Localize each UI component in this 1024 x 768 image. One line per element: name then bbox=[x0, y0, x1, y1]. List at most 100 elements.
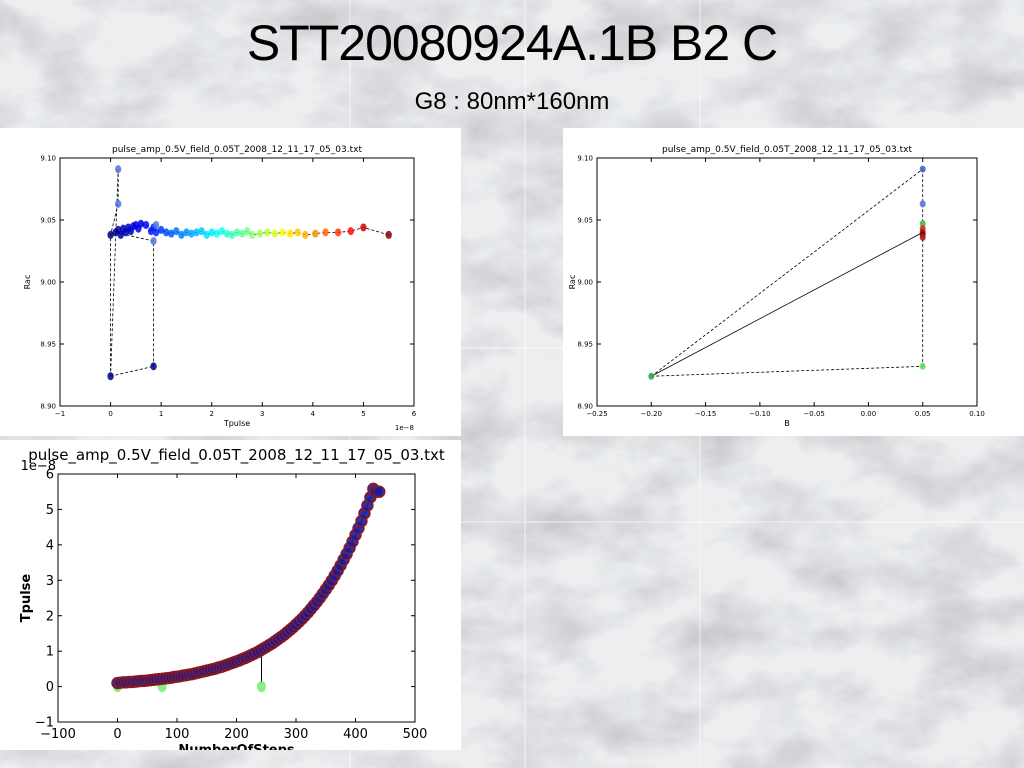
data-point bbox=[233, 228, 241, 237]
data-point bbox=[264, 228, 271, 237]
data-point bbox=[279, 228, 286, 237]
connecting-line bbox=[651, 365, 923, 377]
chart-title: pulse_amp_0.5V_field_0.05T_2008_12_11_17… bbox=[28, 446, 445, 465]
y-tick-label: 2 bbox=[46, 609, 54, 624]
data-point bbox=[238, 229, 246, 238]
data-point bbox=[163, 228, 170, 237]
data-point bbox=[178, 230, 185, 239]
x-axis-label: B bbox=[784, 419, 790, 428]
chart-tpulse-vs-steps-svg: pulse_amp_0.5V_field_0.05T_2008_12_11_17… bbox=[19, 446, 445, 758]
data-point bbox=[271, 229, 279, 238]
data-point bbox=[256, 229, 263, 238]
data-point bbox=[312, 229, 319, 238]
data-point bbox=[150, 362, 157, 371]
data-point bbox=[173, 227, 180, 236]
data-point-green bbox=[256, 681, 266, 693]
connecting-line bbox=[110, 365, 154, 377]
data-point bbox=[360, 223, 367, 232]
x-tick-label: 0 bbox=[108, 410, 112, 418]
chart-title: pulse_amp_0.5V_field_0.05T_2008_12_11_17… bbox=[662, 145, 912, 155]
data-point bbox=[919, 362, 926, 370]
data-point bbox=[114, 165, 122, 174]
x-tick-label: −0.10 bbox=[749, 410, 770, 418]
x-tick-label: −100 bbox=[40, 727, 76, 742]
data-point bbox=[198, 227, 205, 236]
data-point bbox=[248, 230, 256, 239]
data-point bbox=[117, 230, 124, 239]
chart-tpulse-vs-steps: pulse_amp_0.5V_field_0.05T_2008_12_11_17… bbox=[0, 440, 461, 758]
x-tick-label: −0.20 bbox=[641, 410, 662, 418]
connecting-line bbox=[110, 203, 119, 235]
y-tick-label: −1 bbox=[35, 716, 54, 731]
data-point bbox=[334, 228, 342, 237]
y-tick-label: 8.90 bbox=[40, 402, 56, 410]
x-tick-label: 500 bbox=[403, 727, 428, 742]
y-tick-label: 9.00 bbox=[577, 278, 593, 286]
data-point bbox=[385, 230, 392, 239]
y-tick-label: 9.05 bbox=[577, 216, 593, 224]
data-point bbox=[183, 228, 190, 237]
y-tick-label: 1 bbox=[46, 645, 54, 660]
x-tick-label: 2 bbox=[209, 410, 213, 418]
data-point bbox=[168, 229, 175, 238]
data-point bbox=[218, 227, 226, 236]
y-tick-label: 4 bbox=[46, 538, 54, 553]
data-point bbox=[648, 372, 655, 380]
data-point bbox=[228, 230, 236, 239]
data-point bbox=[294, 228, 301, 237]
y-tick-label: 0 bbox=[46, 680, 54, 695]
y-tick-label: 8.90 bbox=[577, 402, 593, 410]
chart-rac-vs-tpulse-svg: pulse_amp_0.5V_field_0.05T_2008_12_11_17… bbox=[23, 145, 417, 432]
data-point bbox=[373, 485, 386, 498]
y-offset-label: 1e−8 bbox=[21, 459, 56, 474]
data-point bbox=[152, 228, 160, 237]
x-tick-label: 3 bbox=[260, 410, 264, 418]
y-axis-label: Rac bbox=[23, 275, 32, 290]
data-point bbox=[302, 230, 309, 239]
data-point bbox=[322, 228, 329, 237]
x-tick-label: 0.00 bbox=[861, 410, 877, 418]
x-tick-label: 300 bbox=[284, 727, 309, 742]
y-tick-label: 5 bbox=[46, 503, 54, 518]
data-point bbox=[347, 227, 354, 236]
x-axis-label: NumberOfSteps bbox=[178, 743, 295, 750]
data-point bbox=[188, 229, 195, 238]
data-point bbox=[152, 220, 160, 229]
y-tick-label: 9.10 bbox=[40, 154, 56, 162]
chart-title: pulse_amp_0.5V_field_0.05T_2008_12_11_17… bbox=[112, 145, 362, 155]
y-tick-label: 6 bbox=[46, 468, 54, 483]
data-point bbox=[114, 199, 122, 208]
data-point bbox=[243, 227, 251, 236]
data-point bbox=[213, 229, 220, 238]
data-point bbox=[919, 220, 926, 228]
data-point bbox=[203, 230, 210, 239]
data-point bbox=[137, 219, 145, 228]
data-point bbox=[223, 229, 231, 238]
chart-rac-vs-tpulse: pulse_amp_0.5V_field_0.05T_2008_12_11_17… bbox=[0, 128, 461, 436]
data-point bbox=[157, 225, 165, 234]
x-tick-label: 1 bbox=[159, 410, 163, 418]
x-tick-label: −1 bbox=[55, 410, 65, 418]
chart-rac-vs-b: pulse_amp_0.5V_field_0.05T_2008_12_11_17… bbox=[563, 128, 1024, 436]
data-point bbox=[193, 228, 200, 237]
data-point bbox=[107, 372, 114, 381]
slide-title: STT20080924A.1B B2 C bbox=[246, 15, 778, 71]
data-point bbox=[107, 230, 114, 239]
data-point bbox=[919, 165, 926, 173]
y-tick-label: 8.95 bbox=[40, 340, 56, 348]
x-tick-label: 5 bbox=[361, 410, 365, 418]
x-tick-label: −0.05 bbox=[803, 410, 824, 418]
plot-frame bbox=[59, 157, 415, 407]
y-tick-label: 3 bbox=[46, 574, 54, 589]
x-tick-label: 400 bbox=[343, 727, 368, 742]
x-tick-label: −0.15 bbox=[695, 410, 716, 418]
x-axis-label: Tpulse bbox=[223, 419, 250, 428]
data-point bbox=[142, 220, 150, 229]
connecting-line bbox=[651, 168, 923, 377]
plot-frame bbox=[596, 157, 978, 407]
y-tick-label: 9.00 bbox=[40, 278, 56, 286]
y-axis-label: Tpulse bbox=[19, 574, 34, 623]
chart-rac-vs-b-svg: pulse_amp_0.5V_field_0.05T_2008_12_11_17… bbox=[568, 145, 985, 428]
slide-subtitle: G8 : 80nm*160nm bbox=[414, 88, 610, 115]
x-offset-label: 1e−8 bbox=[395, 424, 414, 432]
